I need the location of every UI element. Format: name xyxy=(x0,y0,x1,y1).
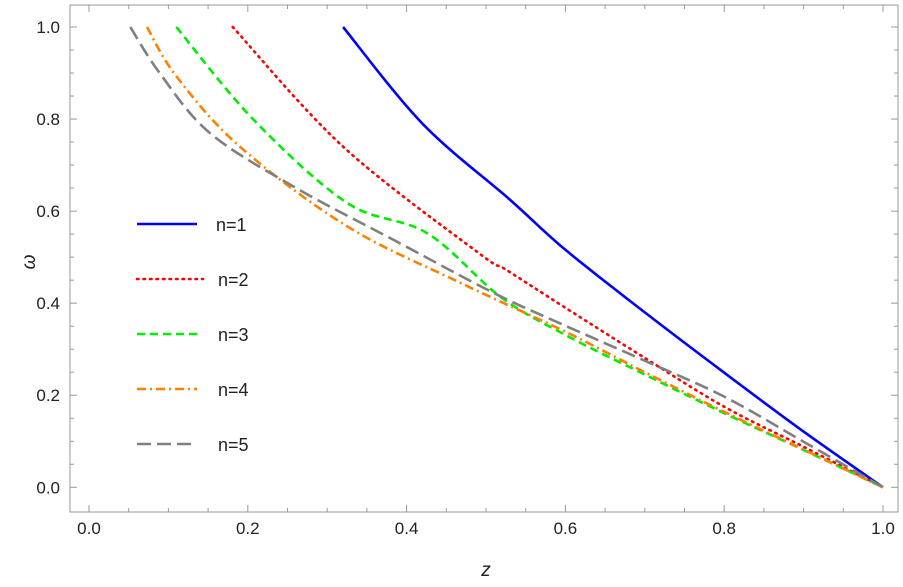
x-tick-label: 0.6 xyxy=(554,519,578,538)
legend-label: n=5 xyxy=(218,435,249,455)
x-tick-label: 0.8 xyxy=(712,519,736,538)
legend-label: n=4 xyxy=(218,380,249,400)
y-tick-label: 0.6 xyxy=(36,202,60,221)
legend-label: n=3 xyxy=(218,325,249,345)
x-tick-label: 1.0 xyxy=(871,519,895,538)
legend-label: n=2 xyxy=(218,270,249,290)
series-curves xyxy=(129,25,885,489)
y-tick-label: 1.0 xyxy=(36,18,60,37)
x-tick-label: 0.0 xyxy=(77,519,101,538)
x-tick-label: 0.2 xyxy=(236,519,260,538)
series-line-n-1 xyxy=(342,26,884,489)
legend-label: n=1 xyxy=(216,215,247,235)
y-tick-label: 0.2 xyxy=(36,386,60,405)
axis-ticks: 0.0 0.2 0.4 0.6 0.8 1.0 0.0 0.2 0.4 0.6 0.8 1.0 xyxy=(36,5,898,538)
y-axis-label: ω xyxy=(19,254,40,269)
y-tick-label: 0.8 xyxy=(36,110,60,129)
series-line-n-4 xyxy=(145,26,884,489)
series-line-n-3 xyxy=(175,26,884,489)
x-tick-label: 0.4 xyxy=(395,519,419,538)
plot-frame xyxy=(69,4,899,513)
series-line-n-5 xyxy=(129,26,884,489)
y-tick-label: 0.0 xyxy=(36,478,60,497)
series-line-n-2 xyxy=(231,25,885,489)
y-tick-label: 0.4 xyxy=(36,294,60,313)
legend: n=1 n=2 n=3 n=4 n=5 xyxy=(135,215,249,455)
x-axis-label: z xyxy=(480,560,491,581)
